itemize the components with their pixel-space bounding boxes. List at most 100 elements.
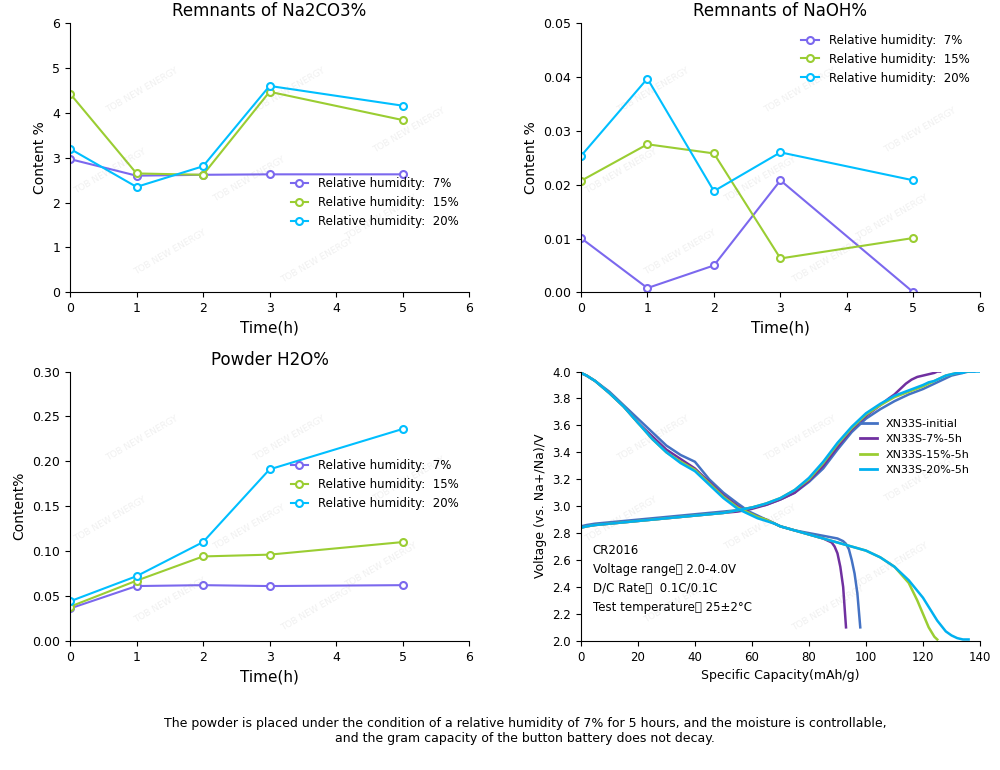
Text: TOB NEW ENERGY: TOB NEW ENERGY [855,192,930,241]
Text: TOB NEW ENERGY: TOB NEW ENERGY [791,584,866,633]
Line: Relative humidity:  15%: Relative humidity: 15% [577,141,917,262]
Relative humidity:  15%: (0, 0.038): 15%: (0, 0.038) [64,602,76,611]
Text: The powder is placed under the condition of a relative humidity of 7% for 5 hour: The powder is placed under the condition… [164,717,886,745]
Relative humidity:  15%: (2, 0.0258): 15%: (2, 0.0258) [708,149,720,158]
Legend: XN33S-initial, XN33S-7%-5h, XN33S-15%-5h, XN33S-20%-5h: XN33S-initial, XN33S-7%-5h, XN33S-15%-5h… [856,414,974,480]
X-axis label: Time(h): Time(h) [240,669,299,684]
Relative humidity:  20%: (2, 0.11): 20%: (2, 0.11) [197,537,209,547]
Title: Remnants of Na2CO3%: Remnants of Na2CO3% [172,2,367,20]
Relative humidity:  15%: (3, 0.0063): 15%: (3, 0.0063) [774,254,786,263]
Legend: Relative humidity:  7%, Relative humidity:  15%, Relative humidity:  20%: Relative humidity: 7%, Relative humidity… [286,172,463,233]
Relative humidity:  20%: (0, 3.2): 20%: (0, 3.2) [64,144,76,153]
Relative humidity:  20%: (3, 0.026): 20%: (3, 0.026) [774,148,786,157]
Relative humidity:  7%: (3, 0.0208): 7%: (3, 0.0208) [774,176,786,185]
Line: Relative humidity:  15%: Relative humidity: 15% [67,538,406,610]
Text: TOB NEW ENERGY: TOB NEW ENERGY [763,66,838,115]
Text: TOB NEW ENERGY: TOB NEW ENERGY [791,236,866,284]
Relative humidity:  20%: (2, 0.0188): 20%: (2, 0.0188) [708,186,720,196]
Relative humidity:  20%: (0, 0.044): 20%: (0, 0.044) [64,597,76,606]
Text: TOB NEW ENERGY: TOB NEW ENERGY [763,414,838,464]
Text: TOB NEW ENERGY: TOB NEW ENERGY [104,66,179,115]
Text: TOB NEW ENERGY: TOB NEW ENERGY [132,576,207,624]
Text: TOB NEW ENERGY: TOB NEW ENERGY [72,147,148,196]
Line: Relative humidity:  7%: Relative humidity: 7% [577,177,917,296]
Relative humidity:  7%: (0, 0.036): 7%: (0, 0.036) [64,604,76,613]
Relative humidity:  20%: (1, 0.0397): 20%: (1, 0.0397) [641,74,653,83]
Text: TOB NEW ENERGY: TOB NEW ENERGY [883,455,958,504]
Relative humidity:  7%: (0, 0.0101): 7%: (0, 0.0101) [575,233,587,243]
Relative humidity:  15%: (5, 0.0101): 15%: (5, 0.0101) [907,233,919,243]
Relative humidity:  15%: (3, 0.096): 15%: (3, 0.096) [264,550,276,559]
Y-axis label: Voltage (vs. Na+/Na)/V: Voltage (vs. Na+/Na)/V [534,434,547,578]
Relative humidity:  20%: (5, 0.236): 20%: (5, 0.236) [397,424,409,434]
Relative humidity:  15%: (2, 0.094): 15%: (2, 0.094) [197,552,209,561]
Relative humidity:  15%: (1, 0.067): 15%: (1, 0.067) [131,576,143,585]
Relative humidity:  7%: (1, 0.061): 7%: (1, 0.061) [131,581,143,591]
Relative humidity:  20%: (5, 0.0208): 20%: (5, 0.0208) [907,176,919,185]
Relative humidity:  7%: (2, 0.005): 7%: (2, 0.005) [708,261,720,270]
Relative humidity:  15%: (5, 3.84): 15%: (5, 3.84) [397,116,409,125]
Legend: Relative humidity:  7%, Relative humidity:  15%, Relative humidity:  20%: Relative humidity: 7%, Relative humidity… [286,454,463,515]
Relative humidity:  15%: (2, 2.62): 15%: (2, 2.62) [197,170,209,179]
Relative humidity:  20%: (3, 0.191): 20%: (3, 0.191) [264,465,276,474]
Relative humidity:  7%: (5, 2.63): 7%: (5, 2.63) [397,169,409,179]
Legend: Relative humidity:  7%, Relative humidity:  15%, Relative humidity:  20%: Relative humidity: 7%, Relative humidity… [797,29,974,89]
Text: TOB NEW ENERGY: TOB NEW ENERGY [615,414,690,464]
Text: TOB NEW ENERGY: TOB NEW ENERGY [280,584,355,633]
Text: TOB NEW ENERGY: TOB NEW ENERGY [723,155,798,203]
X-axis label: Time(h): Time(h) [240,320,299,336]
Relative humidity:  7%: (5, 0.062): 7%: (5, 0.062) [397,581,409,590]
Text: TOB NEW ENERGY: TOB NEW ENERGY [583,495,658,544]
Text: TOB NEW ENERGY: TOB NEW ENERGY [615,66,690,115]
Relative humidity:  20%: (3, 4.6): 20%: (3, 4.6) [264,82,276,91]
Relative humidity:  20%: (2, 2.81): 20%: (2, 2.81) [197,162,209,171]
Text: TOB NEW ENERGY: TOB NEW ENERGY [643,228,718,276]
Text: TOB NEW ENERGY: TOB NEW ENERGY [344,541,419,590]
Text: CR2016
Voltage range： 2.0-4.0V
D/C Rate：  0.1C/0.1C
Test temperature： 25±2°C: CR2016 Voltage range： 2.0-4.0V D/C Rate：… [593,544,752,614]
Relative humidity:  15%: (1, 2.65): 15%: (1, 2.65) [131,169,143,178]
Line: Relative humidity:  20%: Relative humidity: 20% [67,426,406,604]
Title: Powder H2O%: Powder H2O% [211,350,328,369]
Relative humidity:  15%: (5, 0.11): 15%: (5, 0.11) [397,537,409,547]
Relative humidity:  7%: (3, 2.63): 7%: (3, 2.63) [264,169,276,179]
Relative humidity:  7%: (2, 0.062): 7%: (2, 0.062) [197,581,209,590]
Line: Relative humidity:  7%: Relative humidity: 7% [67,156,406,179]
Y-axis label: Content %: Content % [33,122,47,194]
Text: TOB NEW ENERGY: TOB NEW ENERGY [252,414,327,464]
Text: TOB NEW ENERGY: TOB NEW ENERGY [372,455,447,504]
Relative humidity:  15%: (0, 0.0207): 15%: (0, 0.0207) [575,176,587,186]
Text: TOB NEW ENERGY: TOB NEW ENERGY [643,576,718,624]
Relative humidity:  7%: (2, 2.62): 7%: (2, 2.62) [197,170,209,179]
Relative humidity:  15%: (0, 4.43): 15%: (0, 4.43) [64,89,76,99]
Text: TOB NEW ENERGY: TOB NEW ENERGY [132,228,207,276]
Relative humidity:  7%: (1, 0.0008): 7%: (1, 0.0008) [641,283,653,293]
Text: TOB NEW ENERGY: TOB NEW ENERGY [104,414,179,464]
Text: TOB NEW ENERGY: TOB NEW ENERGY [212,504,287,552]
Relative humidity:  20%: (0, 0.0253): 20%: (0, 0.0253) [575,152,587,161]
Relative humidity:  20%: (5, 4.16): 20%: (5, 4.16) [397,101,409,110]
Text: TOB NEW ENERGY: TOB NEW ENERGY [855,541,930,590]
Line: Relative humidity:  15%: Relative humidity: 15% [67,89,406,179]
Text: TOB NEW ENERGY: TOB NEW ENERGY [372,106,447,155]
Text: TOB NEW ENERGY: TOB NEW ENERGY [212,155,287,203]
X-axis label: Specific Capacity(mAh/g): Specific Capacity(mAh/g) [701,669,860,682]
Y-axis label: Content %: Content % [524,122,538,194]
Text: TOB NEW ENERGY: TOB NEW ENERGY [72,495,148,544]
Relative humidity:  15%: (1, 0.0275): 15%: (1, 0.0275) [641,139,653,149]
Relative humidity:  15%: (3, 4.47): 15%: (3, 4.47) [264,87,276,96]
Title: Remnants of NaOH%: Remnants of NaOH% [693,2,867,20]
Relative humidity:  7%: (5, 0): 7%: (5, 0) [907,288,919,297]
Line: Relative humidity:  20%: Relative humidity: 20% [577,75,917,195]
Relative humidity:  20%: (1, 2.35): 20%: (1, 2.35) [131,182,143,192]
Relative humidity:  7%: (1, 2.6): 7%: (1, 2.6) [131,171,143,180]
Line: Relative humidity:  20%: Relative humidity: 20% [67,82,406,190]
Relative humidity:  7%: (3, 0.061): 7%: (3, 0.061) [264,581,276,591]
Relative humidity:  20%: (1, 0.072): 20%: (1, 0.072) [131,571,143,581]
Relative humidity:  7%: (0, 2.97): 7%: (0, 2.97) [64,155,76,164]
Text: TOB NEW ENERGY: TOB NEW ENERGY [252,66,327,115]
Text: TOB NEW ENERGY: TOB NEW ENERGY [883,106,958,155]
Text: TOB NEW ENERGY: TOB NEW ENERGY [583,147,658,196]
Text: TOB NEW ENERGY: TOB NEW ENERGY [344,192,419,241]
X-axis label: Time(h): Time(h) [751,320,810,336]
Text: TOB NEW ENERGY: TOB NEW ENERGY [723,504,798,552]
